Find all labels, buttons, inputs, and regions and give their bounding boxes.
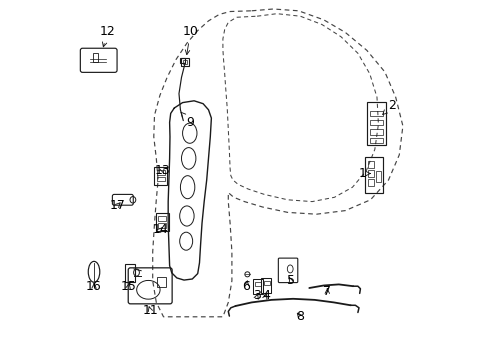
Text: 9: 9 <box>181 112 194 129</box>
Bar <box>157 277 166 287</box>
Bar <box>158 216 166 221</box>
Bar <box>369 138 382 143</box>
Bar <box>367 170 373 177</box>
Bar <box>367 161 373 168</box>
Text: 17: 17 <box>110 199 125 212</box>
Text: 13: 13 <box>155 165 170 177</box>
Bar <box>252 279 263 294</box>
Bar <box>156 170 164 175</box>
Text: 11: 11 <box>142 304 158 317</box>
Bar <box>124 264 134 282</box>
Bar <box>367 179 373 186</box>
Text: 7: 7 <box>323 285 331 298</box>
Text: 1: 1 <box>358 167 369 180</box>
Bar <box>93 53 98 62</box>
Text: 3: 3 <box>253 289 261 302</box>
Bar <box>369 120 382 125</box>
Text: 8: 8 <box>296 310 304 323</box>
Bar <box>263 281 269 285</box>
Bar <box>369 111 382 116</box>
Text: 15: 15 <box>121 280 136 293</box>
Bar <box>156 177 164 181</box>
Bar <box>154 167 167 185</box>
Bar <box>179 58 185 63</box>
Text: 12: 12 <box>100 25 115 47</box>
Bar <box>369 129 382 135</box>
Text: 6: 6 <box>242 280 250 293</box>
Bar <box>158 223 166 228</box>
Bar <box>156 213 168 231</box>
Text: 14: 14 <box>152 223 168 236</box>
Bar <box>375 171 381 182</box>
Text: 16: 16 <box>86 280 102 293</box>
Bar <box>261 278 271 293</box>
Bar <box>181 58 188 66</box>
Text: 2: 2 <box>382 99 396 114</box>
Text: 5: 5 <box>286 274 294 287</box>
Bar <box>254 282 261 286</box>
Bar <box>183 60 187 64</box>
Text: 4: 4 <box>262 289 269 302</box>
Text: 10: 10 <box>182 25 198 55</box>
Bar <box>364 157 383 193</box>
Bar <box>366 102 385 145</box>
